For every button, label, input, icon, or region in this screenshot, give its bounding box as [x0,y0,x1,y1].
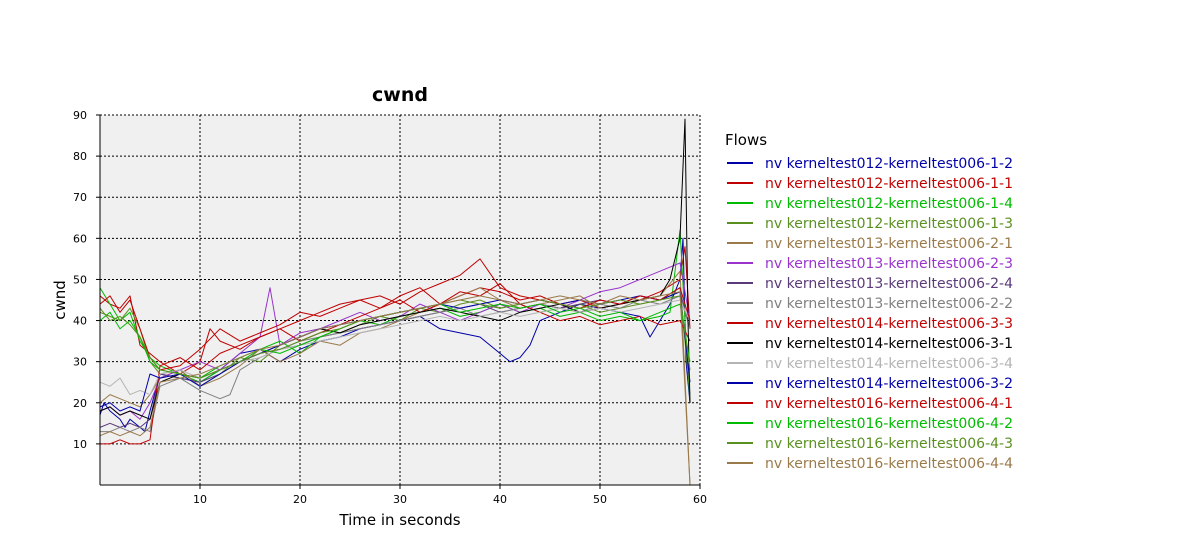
legend-item: nv kerneltest012-kerneltest006-1-4 [727,196,1013,212]
series-line-6 [99,262,691,420]
x-tick-label: 60 [693,493,707,506]
legend-label: nv kerneltest013-kerneltest006-2-2 [765,296,1013,312]
legend-label: nv kerneltest013-kerneltest006-2-1 [765,236,1013,252]
y-tick-label: 80 [73,150,87,163]
legend-label: nv kerneltest014-kerneltest006-3-3 [765,316,1013,332]
chart-title: cwnd [372,84,428,106]
series-line-3 [99,229,691,403]
x-tick-label: 30 [393,493,407,506]
x-axis-label: Time in seconds [338,511,460,529]
legend-label: nv kerneltest016-kerneltest006-4-3 [765,436,1013,452]
legend-item: nv kerneltest013-kerneltest006-2-3 [727,256,1013,272]
y-tick-label: 30 [73,356,87,369]
legend-items: nv kerneltest012-kerneltest006-1-2 nv ker… [727,156,1013,472]
legend-item: nv kerneltest016-kerneltest006-4-3 [727,436,1013,452]
legend: Flows nv kerneltest012-kerneltest006-1-2… [725,131,1013,472]
legend-item: nv kerneltest013-kerneltest006-2-2 [727,296,1013,312]
axes [96,114,701,489]
legend-item: nv kerneltest016-kerneltest006-4-4 [727,456,1013,472]
legend-label: nv kerneltest013-kerneltest006-2-4 [765,276,1013,292]
y-tick-label: 20 [73,397,87,410]
legend-label: nv kerneltest014-kerneltest006-3-4 [765,356,1013,372]
x-tick-label: 40 [493,493,507,506]
x-tick-label: 20 [293,493,307,506]
legend-label: nv kerneltest016-kerneltest006-4-4 [765,456,1013,472]
legend-label: nv kerneltest016-kerneltest006-4-2 [765,416,1013,432]
legend-label: nv kerneltest012-kerneltest006-1-1 [765,176,1013,192]
x-tick-label: 50 [593,493,607,506]
legend-item: nv kerneltest014-kerneltest006-3-4 [727,356,1013,372]
legend-item: nv kerneltest014-kerneltest006-3-2 [727,376,1013,392]
legend-item: nv kerneltest013-kerneltest006-2-1 [727,236,1013,252]
legend-label: nv kerneltest016-kerneltest006-4-1 [765,396,1013,412]
y-tick-label: 60 [73,232,87,245]
legend-label: nv kerneltest012-kerneltest006-1-2 [765,156,1013,172]
y-axis-label: cwnd [51,280,69,320]
legend-item: nv kerneltest012-kerneltest006-1-2 [727,156,1013,172]
series-line-16 [99,291,691,486]
series-layer [99,118,691,486]
legend-item: nv kerneltest014-kerneltest006-3-1 [727,336,1013,352]
y-tick-label: 70 [73,191,87,204]
legend-item: nv kerneltest012-kerneltest006-1-3 [727,216,1013,232]
series-line-8 [100,295,691,433]
legend-label: nv kerneltest012-kerneltest006-1-3 [765,216,1013,232]
legend-label: nv kerneltest012-kerneltest006-1-4 [765,196,1013,212]
series-line-11 [99,299,691,396]
legend-label: nv kerneltest013-kerneltest006-2-3 [765,256,1013,272]
legend-item: nv kerneltest016-kerneltest006-4-2 [727,416,1013,432]
y-tick-label: 40 [73,315,87,328]
x-tick-label: 10 [193,493,207,506]
legend-label: nv kerneltest014-kerneltest006-3-2 [765,376,1013,392]
legend-label: nv kerneltest014-kerneltest006-3-1 [765,336,1013,352]
legend-title: Flows [725,131,767,149]
legend-item: nv kerneltest013-kerneltest006-2-4 [727,276,1013,292]
y-tick-label: 50 [73,273,87,286]
legend-item: nv kerneltest012-kerneltest006-1-1 [727,176,1013,192]
legend-item: nv kerneltest014-kerneltest006-3-3 [727,316,1013,332]
legend-item: nv kerneltest016-kerneltest006-4-1 [727,396,1013,412]
tick-labels: 10 20 30 40 50 60 10 20 30 40 50 60 70 80 90 [73,109,707,506]
y-tick-label: 90 [73,109,87,122]
y-tick-label: 10 [73,438,87,451]
